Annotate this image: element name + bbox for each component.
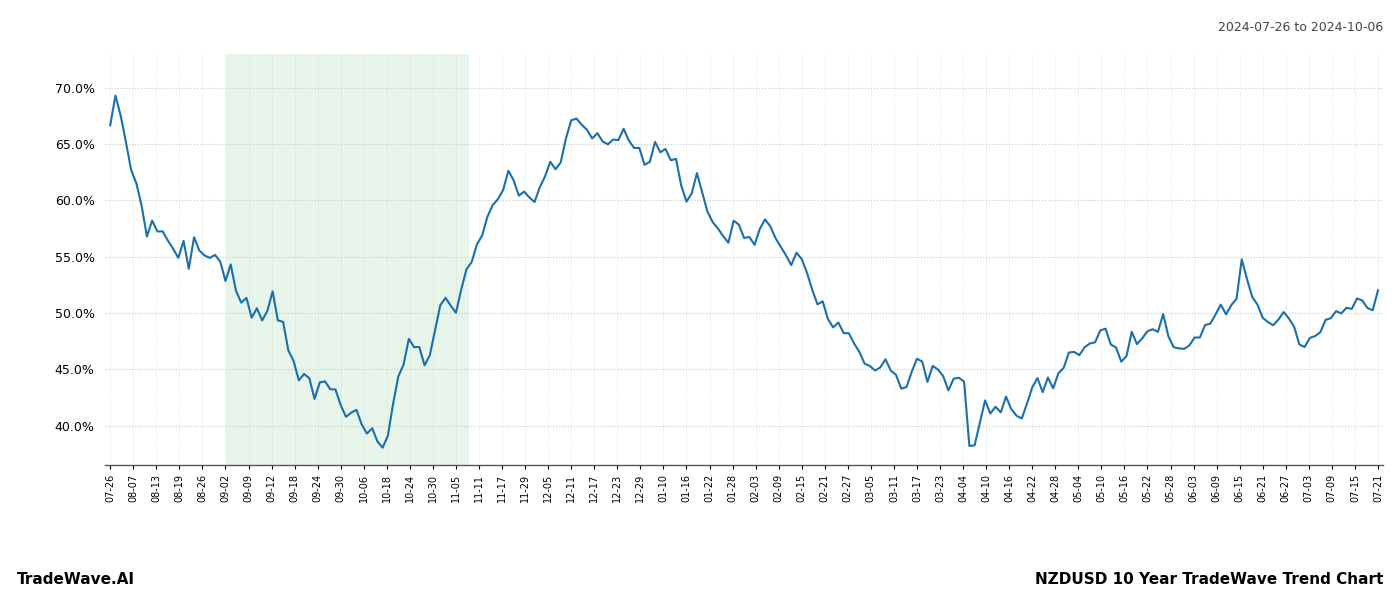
- Text: 2024-07-26 to 2024-10-06: 2024-07-26 to 2024-10-06: [1218, 21, 1383, 34]
- Text: TradeWave.AI: TradeWave.AI: [17, 572, 134, 587]
- Text: NZDUSD 10 Year TradeWave Trend Chart: NZDUSD 10 Year TradeWave Trend Chart: [1035, 572, 1383, 587]
- Bar: [227, 54, 469, 465]
